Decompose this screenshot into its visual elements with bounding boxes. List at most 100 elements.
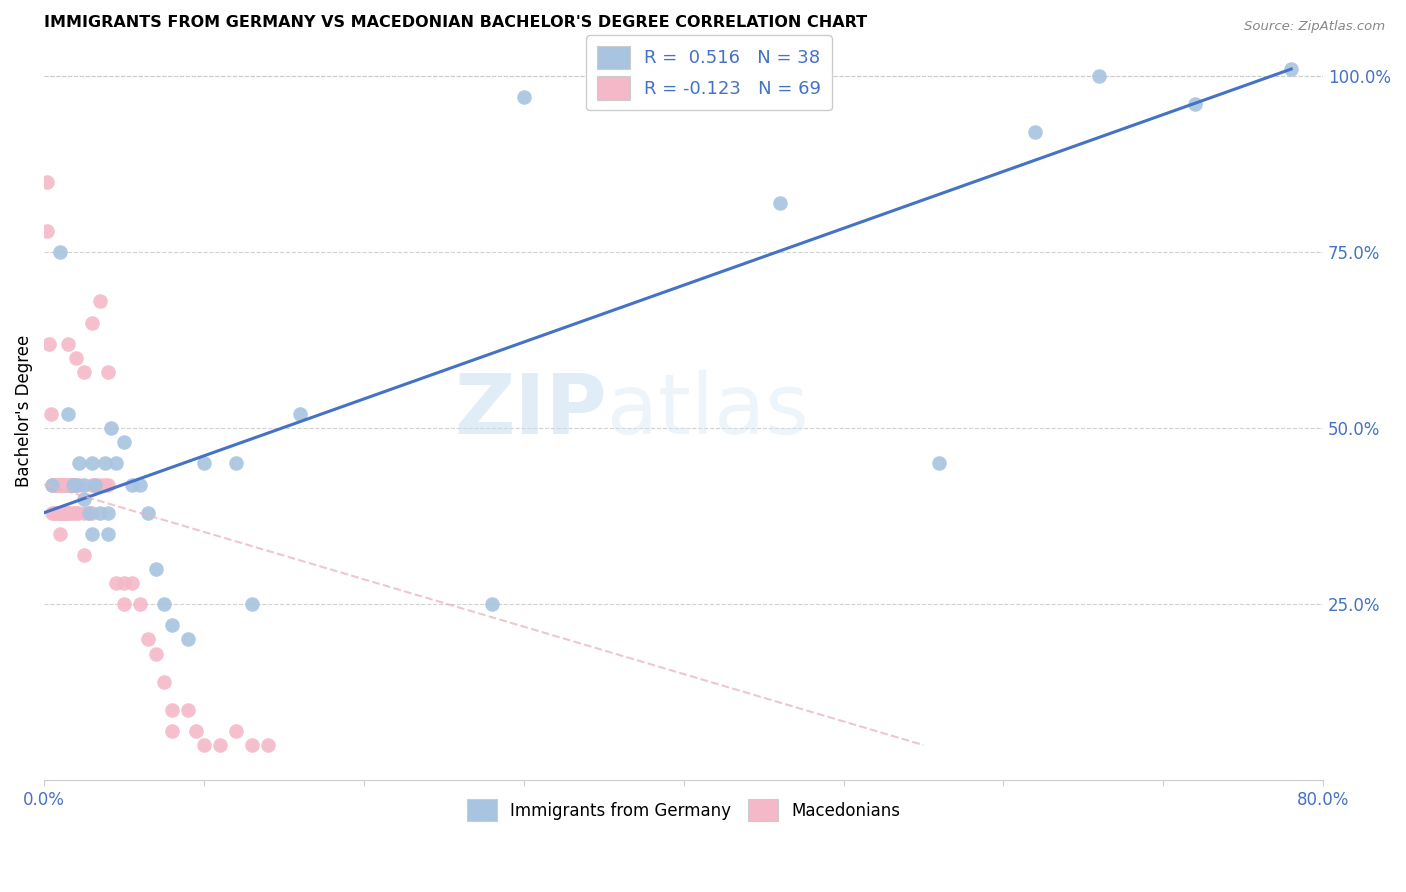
Point [184,724,207,739]
Point [129,477,152,491]
Point [94,457,117,471]
Point [97,506,120,520]
Y-axis label: Bachelor's Degree: Bachelor's Degree [15,334,32,487]
Point [97,526,120,541]
Point [112,576,135,591]
Point [80,477,103,491]
Point [59,506,82,520]
Point [177,632,200,647]
Point [73,477,96,491]
Point [129,597,152,611]
Point [1088,69,1111,83]
Point [65,477,87,491]
Point [193,457,215,471]
Point [42,477,65,491]
Point [105,576,128,591]
Point [240,738,263,752]
Point [59,477,82,491]
Point [56,336,79,351]
Point [51,506,73,520]
Text: ZIP: ZIP [454,370,607,451]
Point [44,477,66,491]
Point [48,477,70,491]
Point [62,477,84,491]
Point [67,457,90,471]
Point [62,506,84,520]
Point [94,477,117,491]
Point [153,597,176,611]
Point [77,506,100,520]
Point [160,724,183,739]
Point [112,597,135,611]
Point [97,365,120,379]
Point [100,421,122,435]
Point [45,506,67,520]
Point [62,477,84,491]
Point [160,618,183,632]
Point [928,457,950,471]
Point [39,407,62,421]
Point [49,477,72,491]
Point [49,506,72,520]
Point [37,175,59,189]
Point [89,477,111,491]
Point [145,562,167,576]
Point [80,526,103,541]
Point [63,477,86,491]
Point [481,597,503,611]
Point [52,506,75,520]
Point [37,224,59,238]
Point [42,506,65,520]
Point [153,674,176,689]
Legend: Immigrants from Germany, Macedonians: Immigrants from Germany, Macedonians [460,793,907,828]
Point [240,597,263,611]
Point [121,477,143,491]
Point [73,548,96,562]
Point [80,316,103,330]
Point [55,477,77,491]
Point [80,457,103,471]
Point [66,506,89,520]
Point [513,90,536,104]
Point [112,435,135,450]
Point [41,477,63,491]
Point [60,477,83,491]
Point [80,506,103,520]
Point [1184,97,1206,112]
Point [52,477,75,491]
Point [53,506,76,520]
Point [288,407,311,421]
Point [55,506,77,520]
Point [208,738,231,752]
Text: IMMIGRANTS FROM GERMANY VS MACEDONIAN BACHELOR'S DEGREE CORRELATION CHART: IMMIGRANTS FROM GERMANY VS MACEDONIAN BA… [44,15,868,30]
Point [177,703,200,717]
Point [768,195,790,210]
Point [73,365,96,379]
Point [193,738,215,752]
Point [67,477,90,491]
Point [77,506,100,520]
Point [56,407,79,421]
Point [44,506,66,520]
Point [48,506,70,520]
Point [65,477,87,491]
Point [56,477,79,491]
Point [225,724,247,739]
Point [97,477,120,491]
Point [136,506,159,520]
Point [49,245,72,260]
Point [160,703,183,717]
Point [225,457,247,471]
Point [89,506,111,520]
Text: Source: ZipAtlas.com: Source: ZipAtlas.com [1244,20,1385,33]
Point [49,526,72,541]
Point [53,477,76,491]
Point [84,477,107,491]
Point [145,647,167,661]
Point [38,336,60,351]
Point [1279,62,1302,76]
Point [105,457,128,471]
Point [51,477,73,491]
Point [41,506,63,520]
Point [56,506,79,520]
